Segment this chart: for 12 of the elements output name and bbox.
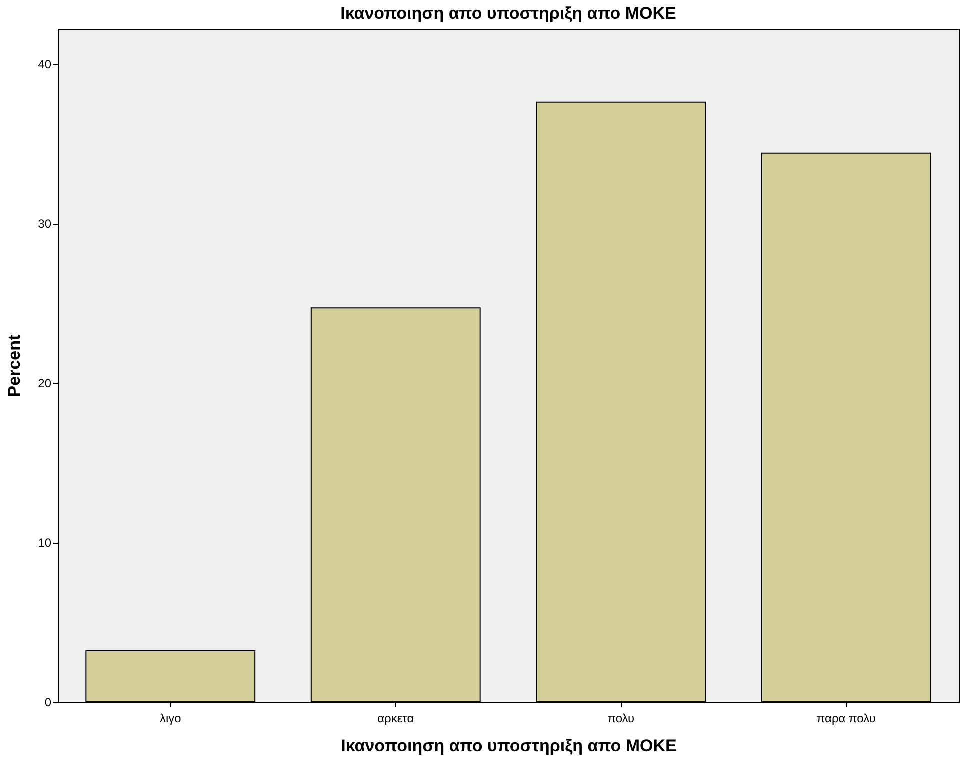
x-axis-title: Ικανοποιηση απο υποστηριξη απο ΜΟΚΕ: [341, 736, 677, 756]
x-tick-label: λιγο: [160, 712, 182, 726]
y-tick-label: 0: [44, 696, 52, 710]
y-axis-title: Percent: [5, 334, 24, 398]
x-tick-label: παρα πολυ: [816, 712, 876, 726]
y-tick-label: 20: [38, 376, 52, 391]
x-tick-label: πολυ: [608, 712, 635, 726]
y-tick-label: 40: [38, 58, 52, 72]
y-tick-label: 30: [38, 217, 52, 232]
y-tick-label: 10: [38, 536, 52, 550]
x-tick-label: αρκετα: [378, 712, 414, 726]
chart-title: Ικανοποιηση απο υποστηριξη απο ΜΟΚΕ: [340, 4, 676, 23]
